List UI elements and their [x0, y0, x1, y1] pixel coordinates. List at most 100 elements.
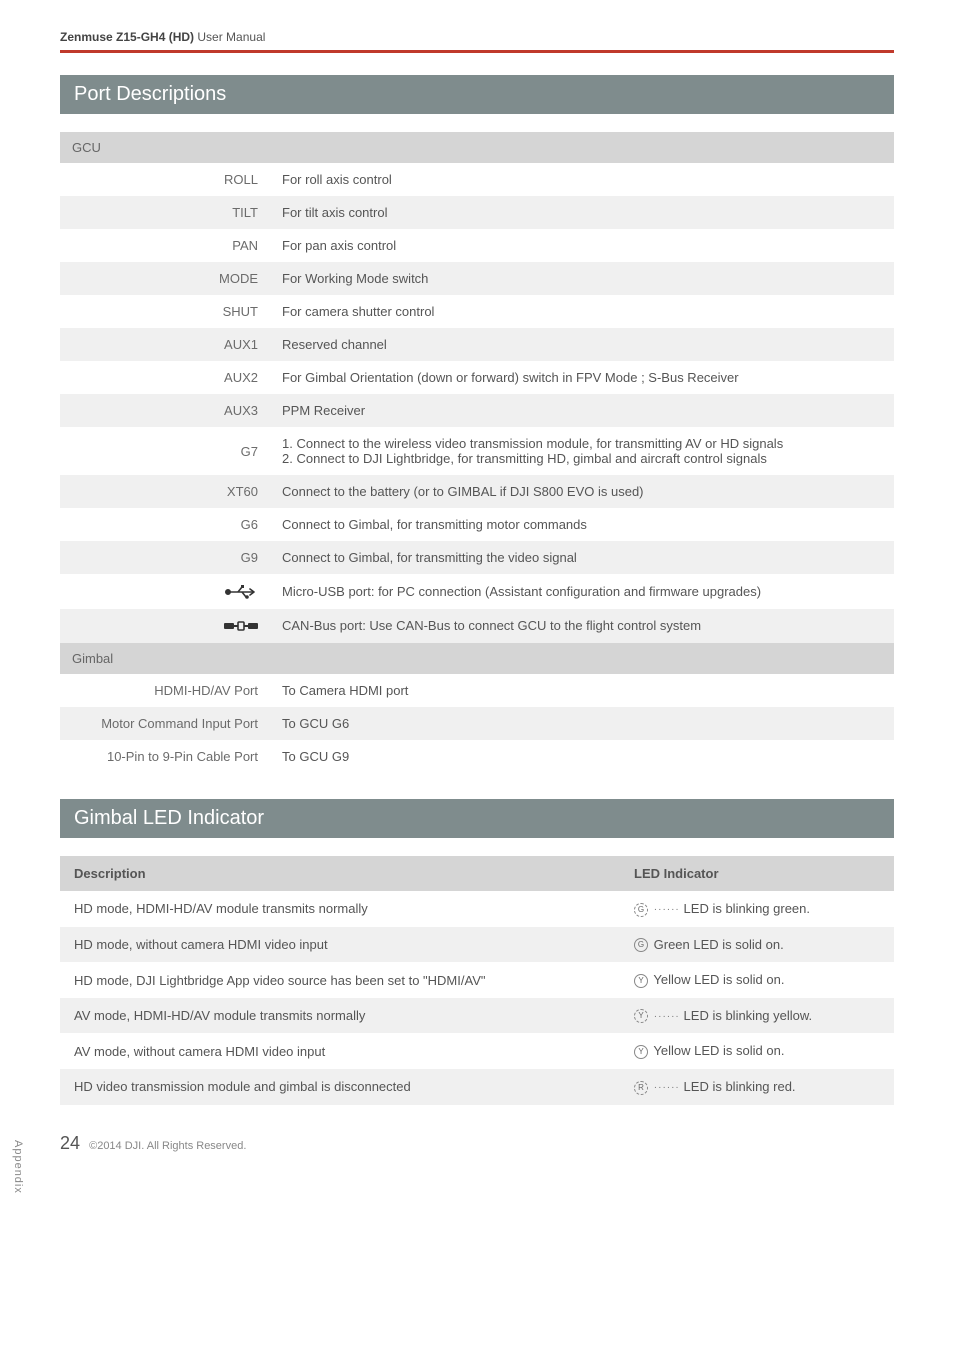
port-label: SHUT [60, 295, 270, 328]
port-description: PPM Receiver [270, 394, 894, 427]
led-indicator-text: LED is blinking yellow. [684, 1008, 813, 1023]
led-description: AV mode, HDMI-HD/AV module transmits nor… [60, 998, 620, 1034]
table-row: HD video transmission module and gimbal … [60, 1069, 894, 1105]
page-number: 24 [60, 1133, 80, 1153]
table-row: HD mode, DJI Lightbridge App video sourc… [60, 962, 894, 998]
port-label: ROLL [60, 163, 270, 196]
table-row: G9Connect to Gimbal, for transmitting th… [60, 541, 894, 574]
product-header: Zenmuse Z15-GH4 (HD) User Manual [60, 30, 894, 44]
table-row: ROLLFor roll axis control [60, 163, 894, 196]
table-row: CAN-Bus port: Use CAN-Bus to connect GCU… [60, 609, 894, 644]
led-table: Description LED Indicator HD mode, HDMI-… [60, 856, 894, 1104]
table-row: AV mode, without camera HDMI video input… [60, 1033, 894, 1069]
page-footer: 24 ©2014 DJI. All Rights Reserved. [60, 1133, 894, 1154]
table-row: 10-Pin to 9-Pin Cable PortTo GCU G9 [60, 740, 894, 773]
port-label: TILT [60, 196, 270, 229]
port-label: PAN [60, 229, 270, 262]
led-indicator-cell: G ······ LED is blinking green. [620, 891, 894, 927]
led-indicator-text: LED is blinking green. [684, 901, 810, 916]
led-dot-icon: R [634, 1081, 648, 1095]
table-row: G6Connect to Gimbal, for transmitting mo… [60, 508, 894, 541]
port-description: For pan axis control [270, 229, 894, 262]
port-table: GCUROLLFor roll axis controlTILTFor tilt… [60, 132, 894, 773]
table-row: Motor Command Input PortTo GCU G6 [60, 707, 894, 740]
table-row: HD mode, HDMI-HD/AV module transmits nor… [60, 891, 894, 927]
table-row: AV mode, HDMI-HD/AV module transmits nor… [60, 998, 894, 1034]
port-label: Motor Command Input Port [60, 707, 270, 740]
led-indicator-cell: Y ······ LED is blinking yellow. [620, 998, 894, 1034]
port-description: Connect to the battery (or to GIMBAL if … [270, 475, 894, 508]
table-row: G71. Connect to the wireless video trans… [60, 427, 894, 475]
table-row: MODEFor Working Mode switch [60, 262, 894, 295]
usb-icon [224, 584, 258, 600]
port-description: Micro-USB port: for PC connection (Assis… [270, 574, 894, 609]
product-name: Zenmuse Z15-GH4 (HD) [60, 30, 194, 44]
port-label: G9 [60, 541, 270, 574]
product-subtitle: User Manual [197, 30, 265, 44]
table-row: SHUTFor camera shutter control [60, 295, 894, 328]
port-description: To Camera HDMI port [270, 674, 894, 707]
port-description: CAN-Bus port: Use CAN-Bus to connect GCU… [270, 609, 894, 644]
port-label: MODE [60, 262, 270, 295]
port-description: Connect to Gimbal, for transmitting moto… [270, 508, 894, 541]
port-description: 1. Connect to the wireless video transmi… [270, 427, 894, 475]
port-label [60, 574, 270, 609]
port-subhead-gcu: GCU [60, 132, 894, 163]
led-indicator-cell: Y Yellow LED is solid on. [620, 962, 894, 998]
led-dot-icon: G [634, 903, 648, 917]
led-dot-icon: Y [634, 1045, 648, 1059]
led-header-description: Description [60, 856, 620, 891]
port-description: For roll axis control [270, 163, 894, 196]
port-description: Connect to Gimbal, for transmitting the … [270, 541, 894, 574]
section-gimbal-led: Gimbal LED Indicator [60, 799, 894, 838]
can-bus-icon [224, 618, 258, 634]
led-dot-icon: Y [634, 1009, 648, 1023]
port-description: To GCU G6 [270, 707, 894, 740]
led-dot-icon: Y [634, 974, 648, 988]
side-tab-appendix: Appendix [12, 1140, 24, 1194]
port-label: AUX2 [60, 361, 270, 394]
table-row: HDMI-HD/AV PortTo Camera HDMI port [60, 674, 894, 707]
table-row: XT60Connect to the battery (or to GIMBAL… [60, 475, 894, 508]
port-description: To GCU G9 [270, 740, 894, 773]
port-label: AUX1 [60, 328, 270, 361]
led-indicator-text: LED is blinking red. [684, 1079, 796, 1094]
led-description: HD mode, without camera HDMI video input [60, 927, 620, 963]
port-label: G6 [60, 508, 270, 541]
copyright: ©2014 DJI. All Rights Reserved. [89, 1140, 246, 1152]
led-description: HD video transmission module and gimbal … [60, 1069, 620, 1105]
table-row: AUX1Reserved channel [60, 328, 894, 361]
header-rule [60, 50, 894, 53]
port-label: AUX3 [60, 394, 270, 427]
port-label: HDMI-HD/AV Port [60, 674, 270, 707]
led-description: AV mode, without camera HDMI video input [60, 1033, 620, 1069]
port-label: G7 [60, 427, 270, 475]
table-row: TILTFor tilt axis control [60, 196, 894, 229]
led-indicator-cell: Y Yellow LED is solid on. [620, 1033, 894, 1069]
led-header-indicator: LED Indicator [620, 856, 894, 891]
led-dot-icon: G [634, 938, 648, 952]
led-description: HD mode, DJI Lightbridge App video sourc… [60, 962, 620, 998]
table-row: AUX2For Gimbal Orientation (down or forw… [60, 361, 894, 394]
led-description: HD mode, HDMI-HD/AV module transmits nor… [60, 891, 620, 927]
led-indicator-text: Yellow LED is solid on. [653, 1043, 784, 1058]
blink-dots: ······ [650, 904, 684, 915]
port-description: For tilt axis control [270, 196, 894, 229]
led-indicator-cell: R ······ LED is blinking red. [620, 1069, 894, 1105]
port-label: XT60 [60, 475, 270, 508]
port-description: For Gimbal Orientation (down or forward)… [270, 361, 894, 394]
port-description: For camera shutter control [270, 295, 894, 328]
table-row: Micro-USB port: for PC connection (Assis… [60, 574, 894, 609]
port-subhead-gimbal: Gimbal [60, 643, 894, 674]
table-row: HD mode, without camera HDMI video input… [60, 927, 894, 963]
led-indicator-cell: G Green LED is solid on. [620, 927, 894, 963]
blink-dots: ······ [650, 1082, 684, 1093]
port-description: Reserved channel [270, 328, 894, 361]
led-indicator-text: Yellow LED is solid on. [653, 972, 784, 987]
led-indicator-text: Green LED is solid on. [654, 937, 784, 952]
table-row: PANFor pan axis control [60, 229, 894, 262]
table-row: AUX3PPM Receiver [60, 394, 894, 427]
port-description: For Working Mode switch [270, 262, 894, 295]
port-label [60, 609, 270, 644]
port-label: 10-Pin to 9-Pin Cable Port [60, 740, 270, 773]
